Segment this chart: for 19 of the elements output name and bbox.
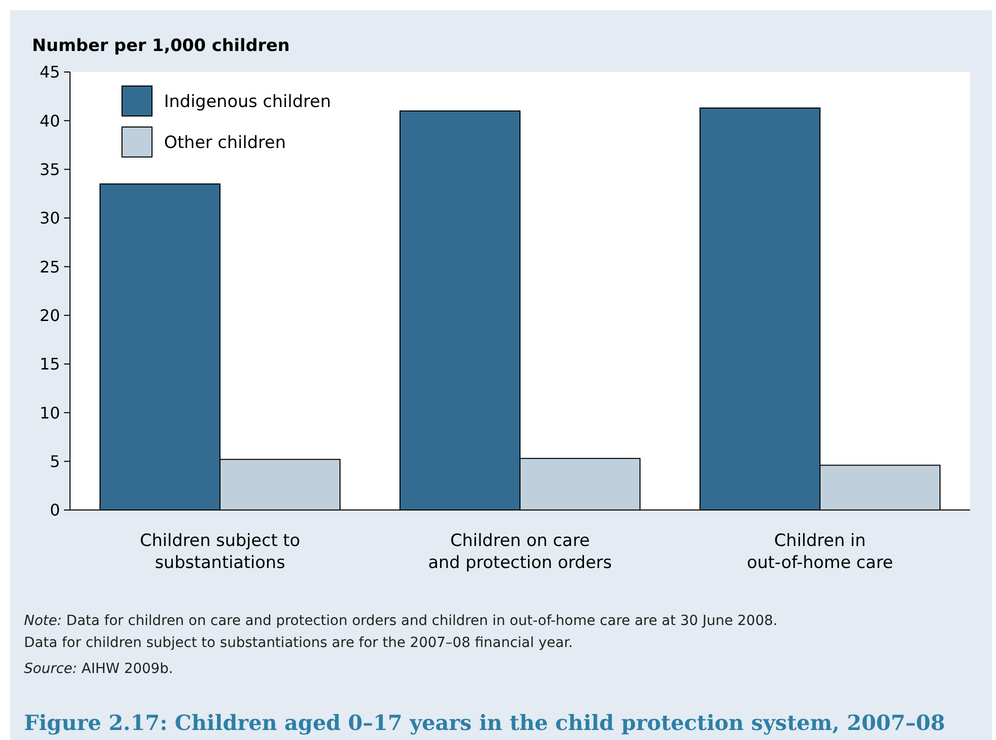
y-axis-title: Number per 1,000 children bbox=[32, 36, 290, 56]
x-tick-label: Children subject to substantiations bbox=[140, 531, 300, 573]
text: Figure 2.17: Children aged 0–17 years in the child protection system, 2007–08 bbox=[24, 710, 946, 735]
y-tick-label: 20 bbox=[40, 306, 60, 325]
y-tick-label: 45 bbox=[40, 62, 60, 82]
y-tick-label: 35 bbox=[40, 160, 60, 179]
y-tick-label: 10 bbox=[40, 403, 60, 422]
legend-label: Other children bbox=[164, 132, 286, 153]
y-tick-label: 30 bbox=[40, 208, 60, 228]
x-tick-label: Children in out-of-home care bbox=[746, 531, 894, 573]
legend-label: Indigenous children bbox=[164, 92, 331, 112]
x-tick-label: Children on care and protection orders bbox=[428, 531, 612, 573]
y-tick-label: 25 bbox=[40, 257, 60, 276]
y-tick-label: 5 bbox=[50, 452, 60, 471]
y-tick-label: 0 bbox=[50, 500, 60, 520]
y-tick-label: 40 bbox=[40, 111, 60, 130]
text: Note: Data for children on care and protection orders and children in out-of-home care are at 30 June 2008. Data for children subject to substantiations are for the 2007–08 financial year. bbox=[24, 613, 778, 651]
source-note: Source: AIHW 2009b. bbox=[24, 661, 174, 677]
y-tick-label: 15 bbox=[40, 354, 60, 374]
